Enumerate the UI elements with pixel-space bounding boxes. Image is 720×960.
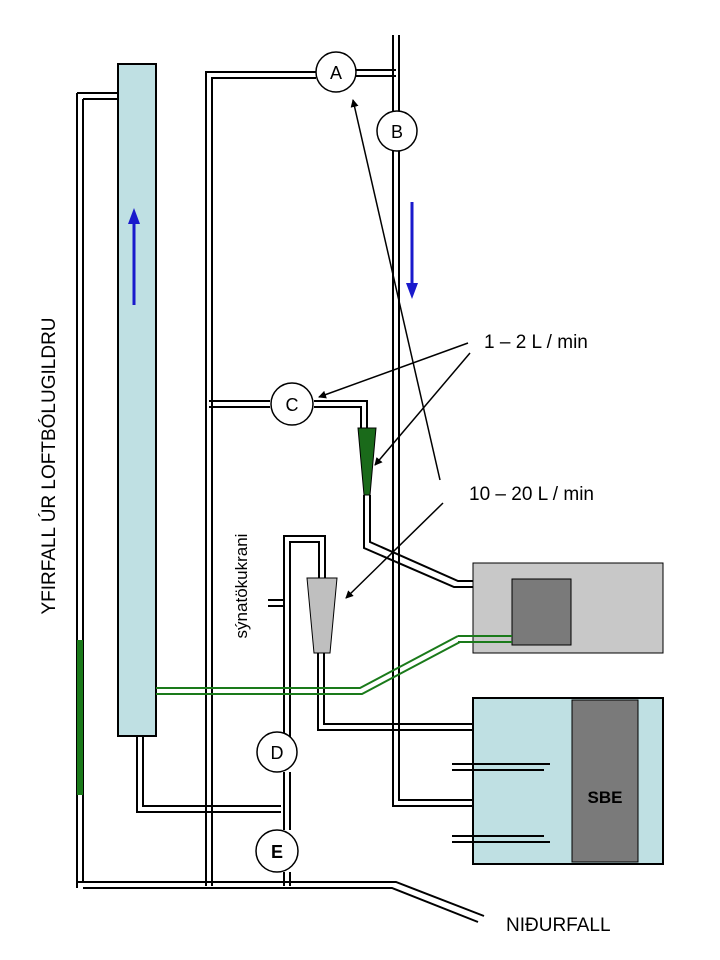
- sbe-internal-pipes: [452, 763, 550, 843]
- green-tube: [156, 635, 461, 695]
- supply-pipe: [205, 69, 396, 886]
- valve-b[interactable]: B: [376, 110, 418, 152]
- drain-pipe: [77, 881, 485, 923]
- column-outlet-pipe: [136, 736, 281, 813]
- large-flowmeter: [306, 577, 338, 654]
- upflow-arrow: [128, 208, 140, 305]
- flow-label-low: 1 – 2 L / min: [484, 332, 588, 353]
- overflow-pipe: [76, 92, 123, 888]
- valve-e-label: E: [271, 842, 283, 862]
- main-vertical-pipe: [392, 35, 550, 807]
- valve-e[interactable]: E: [255, 829, 299, 873]
- grey-unit-inner: [511, 578, 572, 646]
- valve-b-label: B: [391, 122, 403, 142]
- small-flowmeter: [357, 427, 377, 496]
- sample-tap-label: sýnatökukrani: [232, 534, 251, 639]
- air-trap-column: [117, 63, 157, 737]
- valve-c[interactable]: C: [270, 382, 314, 426]
- downflow-arrow: [406, 202, 418, 299]
- branch-c-pipe: [209, 400, 368, 428]
- sbe-label: SBE: [588, 788, 623, 807]
- sample-tap-pipe: [268, 535, 326, 886]
- valve-c-label: C: [286, 395, 299, 415]
- valve-a[interactable]: A: [315, 51, 357, 93]
- valve-d-label: D: [271, 743, 284, 763]
- drain-label: NIÐURFALL: [506, 915, 611, 936]
- sbe-box-core: [571, 699, 639, 863]
- overflow-label: YFIRFALL ÚR LOFTBÓLUGILDRU: [38, 317, 60, 614]
- flow-label-high: 10 – 20 L / min: [469, 484, 594, 505]
- valve-d[interactable]: D: [256, 731, 298, 773]
- valve-a-label: A: [330, 63, 342, 83]
- callout-arrows: [318, 99, 471, 599]
